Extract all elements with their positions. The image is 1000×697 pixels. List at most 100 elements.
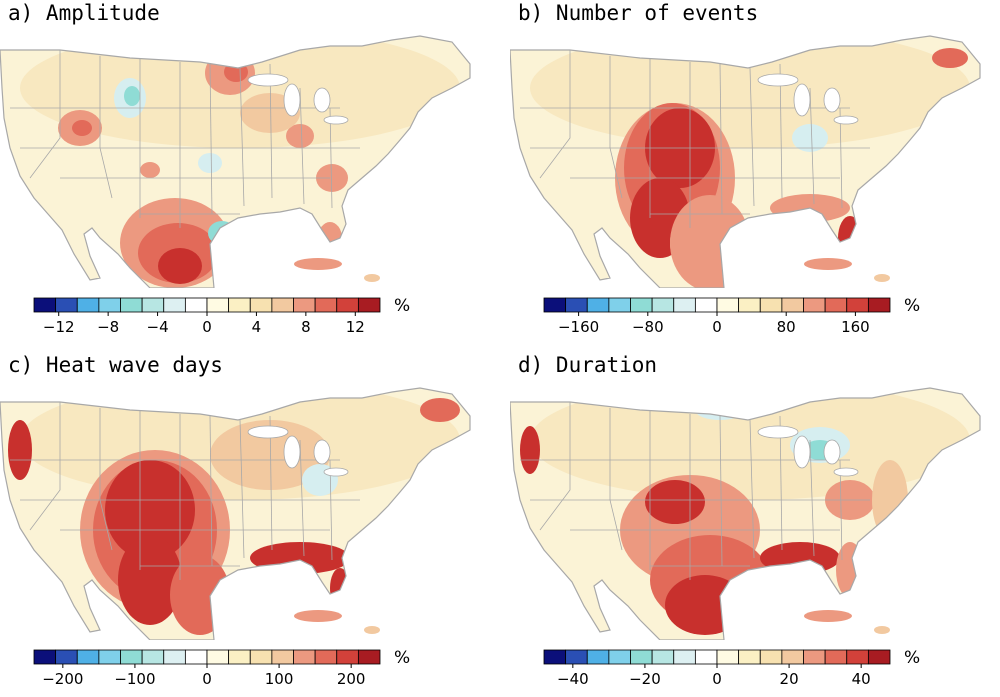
colorbar-tick-label: −100 xyxy=(114,670,155,688)
colorbar-segment xyxy=(357,297,381,313)
island-cuba xyxy=(804,258,852,270)
colorbar-tick-label: 160 xyxy=(841,318,870,336)
colorbar-segment xyxy=(824,649,848,665)
colorbar-segment xyxy=(206,297,230,313)
colorbar-segment xyxy=(781,649,804,665)
state-border xyxy=(209,63,213,215)
colorbar-tick-label: −80 xyxy=(632,318,664,336)
colorbar-unit-label: % xyxy=(904,648,920,668)
colorbar-segment xyxy=(673,649,696,665)
island-cuba xyxy=(804,610,852,622)
state-border xyxy=(29,402,61,531)
colorbar-unit-label: % xyxy=(904,296,920,316)
state-border xyxy=(839,459,843,561)
colorbar-tick-label: −20 xyxy=(629,670,661,688)
lake-superior xyxy=(757,73,799,87)
lake-michigan xyxy=(793,435,811,469)
state-border xyxy=(239,67,245,207)
anomaly-region xyxy=(520,426,540,474)
lake-huron xyxy=(823,87,841,113)
colorbar-tick-label: 12 xyxy=(346,318,365,336)
colorbar-segment xyxy=(76,649,100,665)
colorbar-segment xyxy=(314,649,338,665)
coastline xyxy=(0,387,471,640)
colorbar-segment xyxy=(228,297,251,313)
anomaly-field xyxy=(510,388,980,640)
colorbar-segment xyxy=(76,297,100,313)
colorbar-tick-label: −200 xyxy=(42,670,83,688)
colorbar-segment xyxy=(206,649,230,665)
state-border xyxy=(329,107,333,209)
lake-erie xyxy=(323,467,349,477)
colorbar-segment xyxy=(694,649,718,665)
colorbar-svg: −160 −80 0 80 160% xyxy=(543,296,920,336)
colorbar-segment xyxy=(846,297,869,313)
colorbar-tick-label: 4 xyxy=(252,318,262,336)
lake-michigan xyxy=(283,435,301,469)
colorbar-segment xyxy=(357,649,381,665)
colorbar-segment xyxy=(55,649,78,665)
state-border xyxy=(719,415,723,567)
colorbar-segment xyxy=(163,297,186,313)
panel-number-of-events: b) Number of events −160 −80 0 80 160% xyxy=(510,0,1000,341)
colorbar-unit-label: % xyxy=(394,648,410,668)
panel-amplitude: a) Amplitude −12 −8 −4 0 4 8 12% xyxy=(0,0,490,341)
colorbar-segment xyxy=(543,297,567,313)
colorbar-amplitude: −12 −8 −4 0 4 8 12% xyxy=(33,296,494,341)
lake-erie xyxy=(323,115,349,125)
colorbar-segment xyxy=(271,297,294,313)
panel-title: b) Number of events xyxy=(518,1,759,25)
colorbar-number-of-events: −160 −80 0 80 160% xyxy=(543,296,1000,341)
panel-duration: d) Duration −40 −20 0 20 40% xyxy=(510,352,1000,693)
state-border xyxy=(749,419,755,559)
state-border xyxy=(299,439,305,557)
lake-erie xyxy=(833,115,859,125)
colorbar-segment xyxy=(249,649,273,665)
anomaly-region xyxy=(792,124,828,152)
anomaly-region xyxy=(198,153,222,173)
colorbar-segment xyxy=(565,297,588,313)
panel-title: d) Duration xyxy=(518,353,658,377)
colorbar-segment xyxy=(803,649,826,665)
colorbar-segment xyxy=(716,649,740,665)
colorbar-segment xyxy=(184,297,208,313)
colorbar-heat-wave-days: −200 −100 0 100 200% xyxy=(33,648,494,693)
state-border xyxy=(839,107,843,209)
lake-superior xyxy=(757,425,799,439)
colorbar-segment xyxy=(336,649,359,665)
colorbar-segment xyxy=(141,297,165,313)
colorbar-unit-label: % xyxy=(394,296,410,316)
anomaly-region xyxy=(105,460,195,560)
state-border xyxy=(209,415,213,567)
colorbar-segment xyxy=(867,297,891,313)
colorbar-segment xyxy=(228,649,251,665)
colorbar-tick-label: −160 xyxy=(558,318,599,336)
lake-huron xyxy=(823,439,841,465)
colorbar-tick-label: 200 xyxy=(337,670,366,688)
colorbar-tick-label: 0 xyxy=(202,670,212,688)
lake-michigan xyxy=(283,83,301,117)
lake-superior xyxy=(247,73,289,87)
colorbar-segment xyxy=(824,297,848,313)
island-hispaniola xyxy=(364,274,380,282)
colorbar-segment xyxy=(33,297,57,313)
anomaly-field xyxy=(0,36,470,288)
anomaly-region xyxy=(420,398,460,422)
map-heat-wave-days xyxy=(0,380,490,640)
anomaly-field xyxy=(0,388,470,640)
colorbar-segment xyxy=(543,649,567,665)
colorbar-segment xyxy=(673,297,696,313)
colorbar-tick-label: −4 xyxy=(147,318,169,336)
anomaly-region xyxy=(72,120,92,136)
colorbar-segment xyxy=(249,297,273,313)
state-border xyxy=(749,67,755,207)
colorbar-segment xyxy=(867,649,891,665)
island-cuba xyxy=(294,258,342,270)
anomaly-region xyxy=(210,420,330,490)
anomaly-region xyxy=(124,86,140,106)
coastline xyxy=(510,387,981,640)
colorbar-duration: −40 −20 0 20 40% xyxy=(543,648,1000,693)
map-number-of-events xyxy=(510,28,1000,288)
colorbar-segment xyxy=(738,297,761,313)
colorbar-segment xyxy=(781,297,804,313)
